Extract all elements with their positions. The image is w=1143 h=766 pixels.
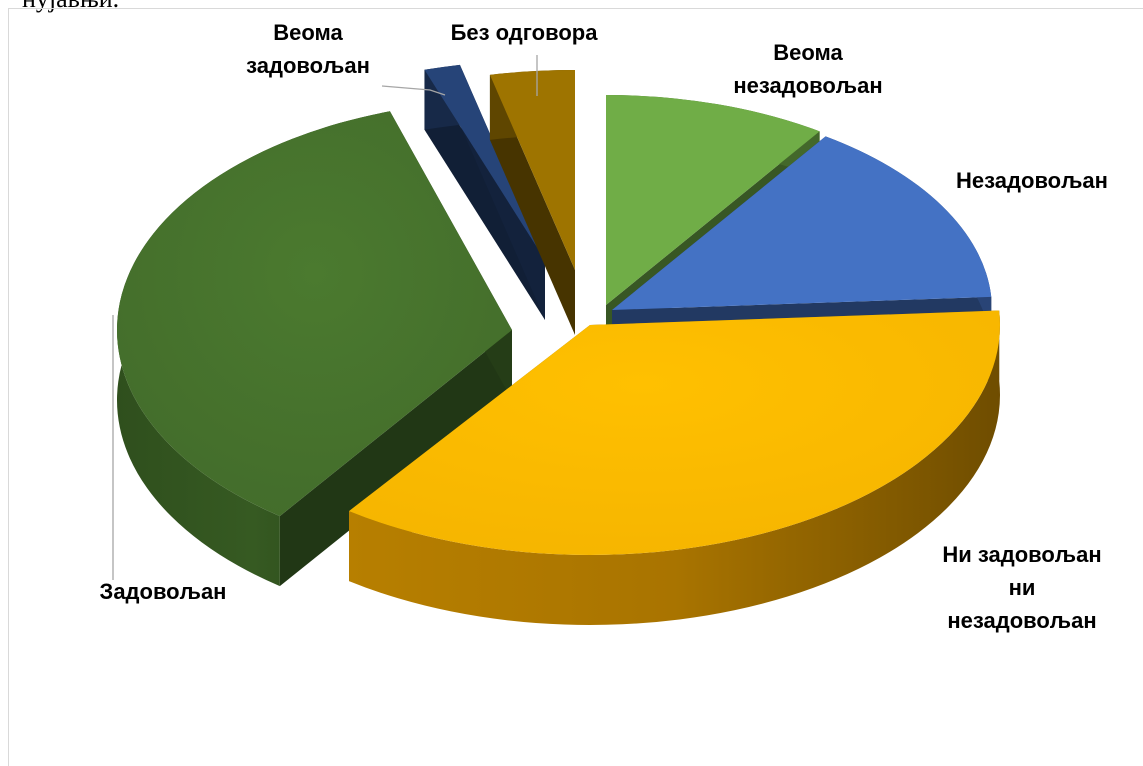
label-very-satisfied-line-1: Веома xyxy=(273,20,343,45)
label-satisfied: Задовољан xyxy=(100,579,227,604)
pie-slice-5 xyxy=(424,64,545,320)
label-very-dissatisfied-line-1: Веома xyxy=(773,40,843,65)
top-text-fragment: нујавњи. xyxy=(22,0,119,14)
pie-slice-top xyxy=(489,70,575,270)
leader-very-satisfied xyxy=(381,85,446,96)
pie-slice-top xyxy=(424,64,545,260)
pie-slice-top xyxy=(606,95,820,305)
chart-area xyxy=(8,8,1143,766)
label-very-satisfied-line-2: задовољан xyxy=(246,53,370,78)
label-very-dissatisfied-line-2: незадовољан xyxy=(733,73,882,98)
label-no-answer: Без одговора xyxy=(451,20,599,45)
pie-slice-6 xyxy=(489,70,575,335)
label-neither-line-3: незадовољан xyxy=(947,608,1096,633)
pie-slice-top xyxy=(349,310,1000,555)
label-neither-line-1: Ни задовољан xyxy=(942,542,1101,567)
label-dissatisfied: Незадовољан xyxy=(956,168,1108,193)
label-neither-line-2: ни xyxy=(1009,575,1036,600)
pie-slice-2 xyxy=(612,136,992,356)
pie-slice-top xyxy=(612,136,992,310)
pie-slice-3 xyxy=(349,310,1000,625)
pie-slice-4 xyxy=(117,111,512,587)
pie-slice-top xyxy=(117,111,512,517)
